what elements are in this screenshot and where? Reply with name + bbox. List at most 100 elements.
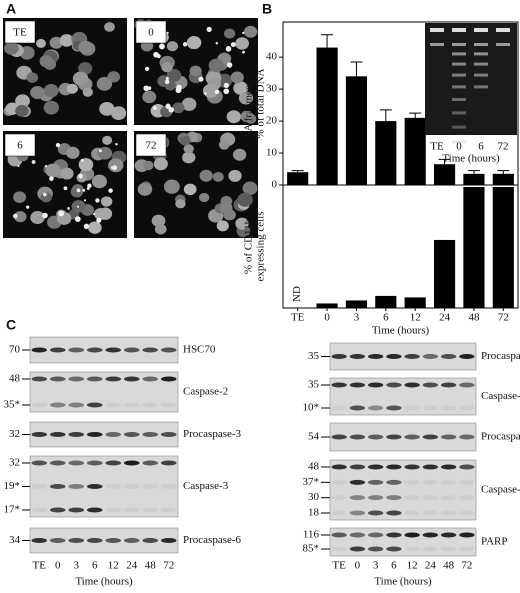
- blot-band: [386, 495, 402, 501]
- blot-band: [105, 538, 122, 543]
- blot-band: [422, 405, 439, 411]
- blot-band: [459, 434, 475, 440]
- blot-band: [86, 538, 103, 543]
- gel-band: [452, 73, 466, 77]
- blot-band: [386, 546, 402, 552]
- nucleus: [78, 40, 93, 54]
- nucleus: [70, 186, 84, 198]
- bar: [492, 173, 514, 185]
- blot-band: [331, 382, 347, 388]
- nucleus: [98, 207, 113, 220]
- apoptotic-body: [26, 205, 30, 209]
- blot-band: [49, 507, 66, 513]
- blot-band: [105, 347, 122, 353]
- nucleus: [153, 157, 168, 171]
- apoptotic-body: [78, 173, 83, 179]
- x-tick-label: 12: [410, 312, 421, 324]
- blot-band: [459, 532, 475, 538]
- gel-band: [474, 62, 488, 66]
- apoptotic-body: [49, 176, 54, 181]
- blot-band: [440, 434, 457, 440]
- blot-band: [459, 464, 475, 470]
- gel-x-label: Time (hours): [442, 153, 500, 165]
- nucleus: [235, 217, 249, 230]
- blot-band: [404, 532, 420, 538]
- nucleus: [166, 41, 179, 52]
- nucleus: [66, 146, 80, 159]
- nucleus: [202, 83, 219, 98]
- blot-band: [367, 495, 384, 501]
- nucleus: [137, 182, 153, 196]
- blot-band: [31, 460, 48, 466]
- blot-band: [31, 432, 48, 437]
- mw-marker: 19*: [4, 480, 21, 492]
- nucleus: [183, 183, 197, 196]
- apoptotic-body: [74, 216, 81, 223]
- blot-name: Caspase-2: [183, 386, 228, 398]
- apoptotic-body: [31, 160, 36, 164]
- x-tick-label: 3: [354, 312, 360, 324]
- blot-band: [367, 546, 384, 552]
- blot-band: [386, 354, 402, 359]
- y-tick-label: 20: [266, 115, 278, 127]
- mw-marker: 54: [308, 431, 320, 443]
- chart-frame: [282, 21, 519, 309]
- blot-band: [459, 546, 475, 552]
- nucleus: [49, 36, 63, 49]
- blot-name: Caspase-7: [481, 390, 520, 402]
- nucleus: [208, 58, 224, 73]
- blot-band: [459, 382, 475, 388]
- nucleus: [199, 169, 213, 182]
- blot-band: [349, 434, 366, 440]
- blot-band: [123, 402, 140, 408]
- apoptotic-body: [242, 31, 245, 35]
- bar: [375, 121, 397, 185]
- apoptotic-body: [63, 186, 68, 191]
- blot-band: [349, 495, 366, 501]
- nucleus: [39, 55, 54, 68]
- nucleus: [82, 87, 93, 97]
- nucleus: [226, 110, 242, 124]
- gel-band: [452, 125, 466, 129]
- y-tick-label: 10: [266, 147, 278, 159]
- apoptotic-body: [168, 107, 174, 113]
- blot-band: [440, 354, 457, 359]
- blot-band: [31, 538, 48, 543]
- blot-band: [331, 354, 347, 359]
- blot-name: Procaspase-3: [183, 428, 242, 440]
- blot-name: Procaspase-6: [183, 534, 242, 546]
- apoptotic-body: [147, 86, 152, 90]
- gel-band: [452, 140, 466, 144]
- gel-band: [474, 52, 488, 56]
- nucleus: [99, 102, 115, 116]
- gel-well: [452, 28, 466, 32]
- blot-band: [404, 434, 420, 440]
- x-tick-label: 48: [468, 312, 480, 324]
- gel-band: [496, 43, 510, 46]
- apoptotic-body: [242, 50, 245, 54]
- gel-band: [452, 43, 466, 46]
- nucleus: [181, 97, 197, 111]
- blot-band: [386, 510, 402, 516]
- nucleus: [4, 41, 19, 55]
- apoptotic-body: [93, 212, 96, 216]
- blot-band: [331, 464, 347, 470]
- nucleus: [102, 135, 113, 145]
- nucleus: [179, 135, 191, 146]
- apoptotic-body: [226, 62, 233, 68]
- nucleus: [13, 191, 27, 203]
- blot-band: [386, 382, 402, 388]
- blot-band: [160, 432, 177, 437]
- blot-band: [105, 484, 122, 489]
- blot-band: [459, 495, 475, 501]
- blot-band: [68, 484, 85, 489]
- nucleus: [14, 211, 27, 223]
- mw-marker: 48: [9, 373, 21, 385]
- nucleus: [238, 91, 254, 105]
- blot-band: [31, 507, 48, 513]
- apoptotic-body: [42, 212, 48, 219]
- nucleus: [242, 181, 258, 196]
- blot-band: [386, 434, 402, 440]
- blot-band: [160, 460, 177, 466]
